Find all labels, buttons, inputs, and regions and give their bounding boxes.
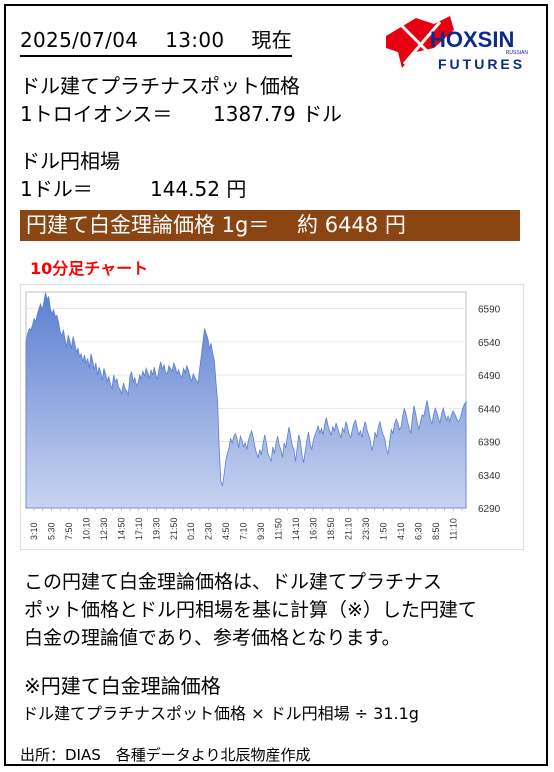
fx-value: 144.52 円: [150, 177, 247, 201]
y-tick-label: 6590: [478, 305, 501, 316]
x-tick-label: 11:50: [274, 518, 284, 540]
explanation-line: ポット価格とドル円相場を基に計算（※）した円建て: [24, 599, 477, 621]
y-tick-label: 6440: [478, 404, 501, 415]
x-tick-label: 4:50: [221, 522, 231, 540]
datetime-label: 2025/07/04 13:00 現在: [20, 24, 292, 57]
x-tick-label: 12:30: [99, 517, 109, 540]
formula-title: ※円建て白金理論価格: [24, 674, 221, 698]
x-tick-label: 9:30: [256, 522, 266, 540]
y-tick-label: 6490: [478, 371, 501, 382]
x-tick-label: 14:10: [291, 517, 301, 540]
y-axis-ticks: 6290 6340 6390 6440 6490 6540 6590: [478, 305, 501, 515]
x-axis-ticks: 3:10 5:30 7:50 10:10 12:30 14:50 17:10 19:30 21:…: [29, 508, 463, 540]
x-tick-label: 1:50: [378, 522, 388, 540]
hoxsin-logo: HOXSIN RUSSIAN FUTURES: [386, 16, 529, 72]
x-tick-label: 11:10: [448, 518, 458, 540]
platinum-unit-label: 1トロイオンス＝: [20, 102, 173, 126]
x-tick-label: 7:10: [239, 522, 249, 540]
x-tick-label: 0:10: [186, 522, 196, 540]
x-tick-label: 16:30: [309, 517, 319, 540]
explanation-text: この円建て白金理論価格は、ドル建てプラチナス ポット価格とドル円相場を基に計算（…: [24, 568, 534, 652]
platinum-value: 1387.79 ドル: [213, 102, 343, 126]
x-tick-label: 18:50: [326, 517, 336, 540]
source-text: 出所：DIAS 各種データより北辰物産作成: [20, 746, 311, 764]
x-tick-label: 21:10: [343, 517, 353, 540]
logo-brand-text: HOXSIN: [430, 27, 514, 52]
x-tick-label: 10:10: [81, 517, 91, 540]
x-tick-label: 17:10: [134, 517, 144, 540]
x-tick-label: 6:30: [413, 522, 423, 540]
x-tick-label: 4:10: [396, 522, 406, 540]
x-tick-label: 7:50: [64, 522, 74, 540]
price-chart: 6290 6340 6390 6440 6490 6540 6590 3:10 5:30 7:5…: [20, 284, 524, 550]
theory-price-banner: 円建て白金理論価格 1g＝ 約 6448 円: [20, 210, 520, 241]
fx-label: ドル円相場: [20, 149, 120, 173]
y-tick-label: 6290: [478, 504, 501, 515]
price-area-series: [25, 292, 467, 509]
x-tick-label: 23:30: [361, 517, 371, 540]
formula-text: ドル建てプラチナスポット価格 × ドル円相場 ÷ 31.1g: [22, 704, 419, 723]
x-tick-label: 14:50: [116, 517, 126, 540]
y-tick-label: 6390: [478, 438, 501, 449]
x-tick-label: 5:30: [46, 522, 56, 540]
explanation-line: 白金の理論値であり、参考価格となります。: [24, 627, 401, 649]
logo-sub-text: FUTURES: [438, 56, 525, 72]
chart-title: 10分足チャート: [30, 259, 149, 278]
fx-unit-label: 1ドル＝: [20, 177, 93, 201]
y-tick-label: 6540: [478, 338, 501, 349]
y-tick-label: 6340: [478, 471, 501, 482]
platinum-label: ドル建てプラチナスポット価格: [20, 74, 300, 98]
page-frame: [4, 4, 548, 766]
explanation-line: この円建て白金理論価格は、ドル建てプラチナス: [24, 571, 443, 593]
x-tick-label: 21:50: [169, 517, 179, 540]
logo-tag-text: RUSSIAN: [506, 50, 529, 56]
x-tick-label: 19:30: [151, 517, 161, 540]
x-tick-label: 3:10: [29, 522, 39, 540]
x-tick-label: 8:50: [431, 522, 441, 540]
x-tick-label: 2:30: [204, 522, 214, 540]
